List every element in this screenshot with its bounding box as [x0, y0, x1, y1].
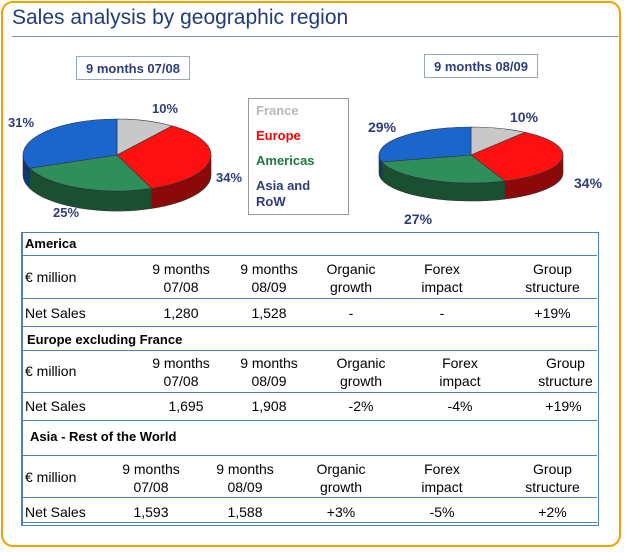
header-cell: 9 months 08/09 — [240, 261, 298, 295]
header-cell: 9 months 08/09 — [240, 355, 298, 389]
pie2-label-asia: 29% — [368, 119, 397, 135]
pie1-label-americas: 25% — [53, 205, 80, 220]
table-cell: -4% — [447, 398, 473, 414]
table-cell: +2% — [538, 504, 567, 520]
section-rule — [23, 455, 597, 456]
table-cell: 1,588 — [227, 504, 263, 520]
pie-chart-1 — [22, 118, 212, 212]
header-cell: Organic growth — [326, 261, 376, 295]
legend-item-europe: Europe — [256, 128, 301, 143]
table-cell: - — [348, 305, 354, 321]
table-cell: -2% — [348, 398, 374, 414]
section-title-asia: Asia - Rest of the World — [30, 429, 177, 444]
header-cell: 9 months 07/08 — [122, 461, 180, 495]
row-rule — [23, 326, 597, 327]
row-rule — [23, 298, 597, 299]
pie1-slice-asia — [22, 118, 118, 169]
section-rule — [23, 350, 597, 351]
pie1-label-france: 10% — [152, 101, 179, 116]
table-row-label: Net Sales — [25, 305, 86, 321]
pie2-label-europe: 34% — [574, 175, 603, 191]
pie1-slice-europe — [116, 125, 212, 189]
row-rule — [23, 392, 597, 393]
table-cell: 1,593 — [133, 504, 169, 520]
section-title-europe: Europe excluding France — [27, 332, 183, 347]
header-cell: € million — [25, 363, 77, 379]
header-cell: Forex impact — [421, 461, 463, 495]
header-cell: Organic growth — [316, 461, 366, 495]
table-cell: 1,695 — [168, 398, 204, 414]
table-cell: +19% — [534, 305, 571, 321]
title-rule — [12, 36, 618, 37]
pie2-label-americas: 27% — [404, 211, 433, 227]
table-cell: - — [439, 305, 445, 321]
header-cell: € million — [25, 469, 77, 485]
legend-item-asia: Asia and RoW — [256, 178, 311, 209]
table-cell: +19% — [545, 398, 582, 414]
pie1-slice-americas — [28, 154, 153, 192]
table-cell: -5% — [429, 504, 455, 520]
row-rule — [23, 522, 597, 523]
table-cell: 1,908 — [251, 398, 287, 414]
table-row-label: Net Sales — [25, 398, 86, 414]
pie-legend: France Europe Americas Asia and RoW — [248, 98, 349, 215]
section-rule — [23, 255, 597, 256]
table-cell: 1,528 — [251, 305, 287, 321]
table-left-rule — [22, 233, 23, 525]
row-rule — [23, 497, 597, 498]
header-cell: Group structure — [538, 355, 593, 389]
header-cell: Group structure — [525, 261, 580, 295]
header-cell: 9 months 08/09 — [216, 461, 274, 495]
page-title: Sales analysis by geographic region — [12, 6, 349, 29]
pie2-period-box: 9 months 08/09 — [424, 54, 538, 78]
pie2-slice-europe — [470, 132, 564, 182]
row-rule — [23, 420, 597, 421]
legend-item-americas: Americas — [256, 153, 315, 168]
sales-table — [21, 232, 599, 526]
pie1-label-europe: 34% — [216, 170, 243, 185]
pie1-label-asia: 31% — [8, 115, 35, 130]
header-cell: Group structure — [525, 461, 580, 495]
header-cell: 9 months 07/08 — [152, 355, 210, 389]
pie1-period-box: 9 months 07/08 — [76, 56, 190, 80]
legend-item-france: France — [256, 103, 299, 118]
pie2-slice-asia — [378, 126, 472, 163]
pie2-label-france: 10% — [510, 109, 539, 125]
table-cell: +3% — [326, 504, 356, 520]
header-cell: Forex impact — [421, 261, 463, 295]
header-cell: € million — [25, 269, 77, 285]
table-row-label: Net Sales — [25, 504, 86, 520]
table-cell: 1,280 — [163, 305, 199, 321]
header-cell: Organic growth — [336, 355, 386, 389]
header-cell: 9 months 07/08 — [152, 261, 210, 295]
pie2-slice-americas — [381, 154, 506, 184]
header-cell: Forex impact — [439, 355, 481, 389]
pie-chart-2 — [378, 126, 564, 202]
section-title-america: America — [25, 236, 77, 251]
